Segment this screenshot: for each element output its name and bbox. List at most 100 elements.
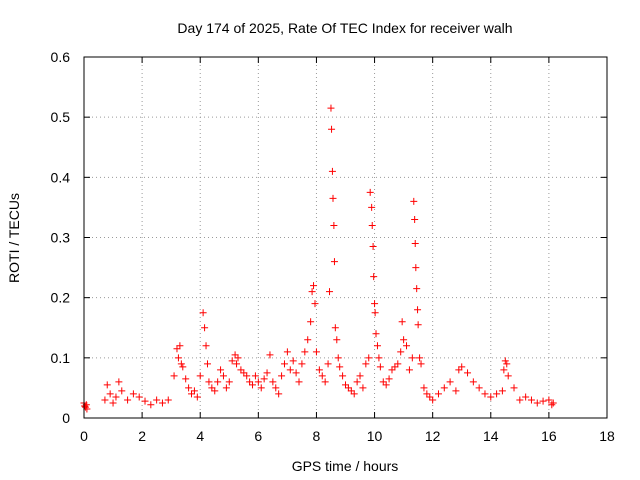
data-point <box>269 378 277 386</box>
data-point <box>199 309 207 317</box>
data-point <box>109 399 117 407</box>
data-point <box>304 336 312 344</box>
data-point <box>217 366 225 374</box>
data-point <box>307 318 315 326</box>
data-point <box>426 393 434 401</box>
data-point <box>263 369 271 377</box>
data-point <box>203 360 211 368</box>
data-point <box>278 372 286 380</box>
data-point <box>545 396 553 404</box>
data-point <box>411 240 419 248</box>
x-tick-label: 12 <box>425 428 441 444</box>
data-point <box>112 393 120 401</box>
data-point <box>344 384 352 392</box>
data-point <box>464 369 472 377</box>
data-point <box>469 378 477 386</box>
data-point <box>308 288 316 296</box>
data-point <box>382 381 390 389</box>
data-point <box>548 401 556 409</box>
data-point <box>301 348 309 356</box>
data-point <box>257 384 265 392</box>
data-point <box>510 384 518 392</box>
data-point <box>366 188 374 196</box>
data-point <box>251 372 259 380</box>
data-point <box>333 336 341 344</box>
data-point <box>295 378 303 386</box>
data-point <box>173 345 181 353</box>
data-point <box>369 243 377 251</box>
data-point <box>368 203 376 211</box>
data-point <box>231 351 239 359</box>
data-point <box>408 354 416 362</box>
data-point <box>286 366 294 374</box>
data-point <box>228 357 236 365</box>
data-point <box>403 342 411 350</box>
data-point <box>174 354 182 362</box>
data-point <box>222 384 230 392</box>
data-point <box>391 363 399 371</box>
data-point <box>356 372 364 380</box>
data-point <box>115 378 123 386</box>
data-point <box>331 324 339 332</box>
data-point <box>147 401 155 409</box>
data-point <box>372 330 380 338</box>
data-point <box>375 354 383 362</box>
data-point <box>240 369 248 377</box>
y-axis-label: ROTI / TECUs <box>6 193 22 283</box>
data-point <box>185 384 193 392</box>
data-point <box>312 348 320 356</box>
x-tick-label: 4 <box>196 428 204 444</box>
data-point <box>170 372 178 380</box>
data-point <box>196 372 204 380</box>
data-point <box>321 378 329 386</box>
data-point <box>233 360 241 368</box>
data-point <box>164 396 172 404</box>
x-tick-label: 8 <box>313 428 321 444</box>
data-point <box>201 324 209 332</box>
data-point <box>481 390 489 398</box>
data-point <box>410 197 418 205</box>
data-point <box>539 397 547 405</box>
data-point <box>124 396 132 404</box>
grid <box>84 57 607 418</box>
data-point <box>176 342 184 350</box>
x-tick-label: 0 <box>80 428 88 444</box>
data-point <box>329 194 337 202</box>
data-point <box>280 360 288 368</box>
data-point <box>503 360 511 368</box>
data-point <box>353 378 361 386</box>
data-point <box>260 375 268 383</box>
data-point <box>336 363 344 371</box>
data-point <box>234 354 242 362</box>
data-point <box>493 390 501 398</box>
data-point <box>434 390 442 398</box>
data-point <box>249 381 257 389</box>
data-point <box>266 351 274 359</box>
data-point <box>103 381 111 389</box>
data-point <box>533 399 541 407</box>
data-point <box>400 336 408 344</box>
data-point <box>423 390 431 398</box>
data-point <box>225 378 233 386</box>
data-point <box>275 390 283 398</box>
data-point <box>135 393 143 401</box>
chart-title: Day 174 of 2025, Rate Of TEC Index for r… <box>177 20 512 36</box>
data-point <box>193 393 201 401</box>
data-point <box>446 378 454 386</box>
data-point <box>414 321 422 329</box>
y-tick-label: 0 <box>62 410 70 426</box>
data-point <box>376 363 384 371</box>
data-point <box>347 387 355 395</box>
data-point <box>413 285 421 293</box>
data-point <box>412 264 420 272</box>
data-point <box>342 381 349 389</box>
y-axis: 0 0.1 0.2 0.3 0.4 0.5 0.6 <box>51 49 607 426</box>
data-point <box>394 360 402 368</box>
data-point <box>106 390 114 398</box>
data-point <box>318 372 326 380</box>
x-tick-label: 2 <box>138 428 146 444</box>
data-point <box>371 309 379 317</box>
data-point <box>420 384 428 392</box>
